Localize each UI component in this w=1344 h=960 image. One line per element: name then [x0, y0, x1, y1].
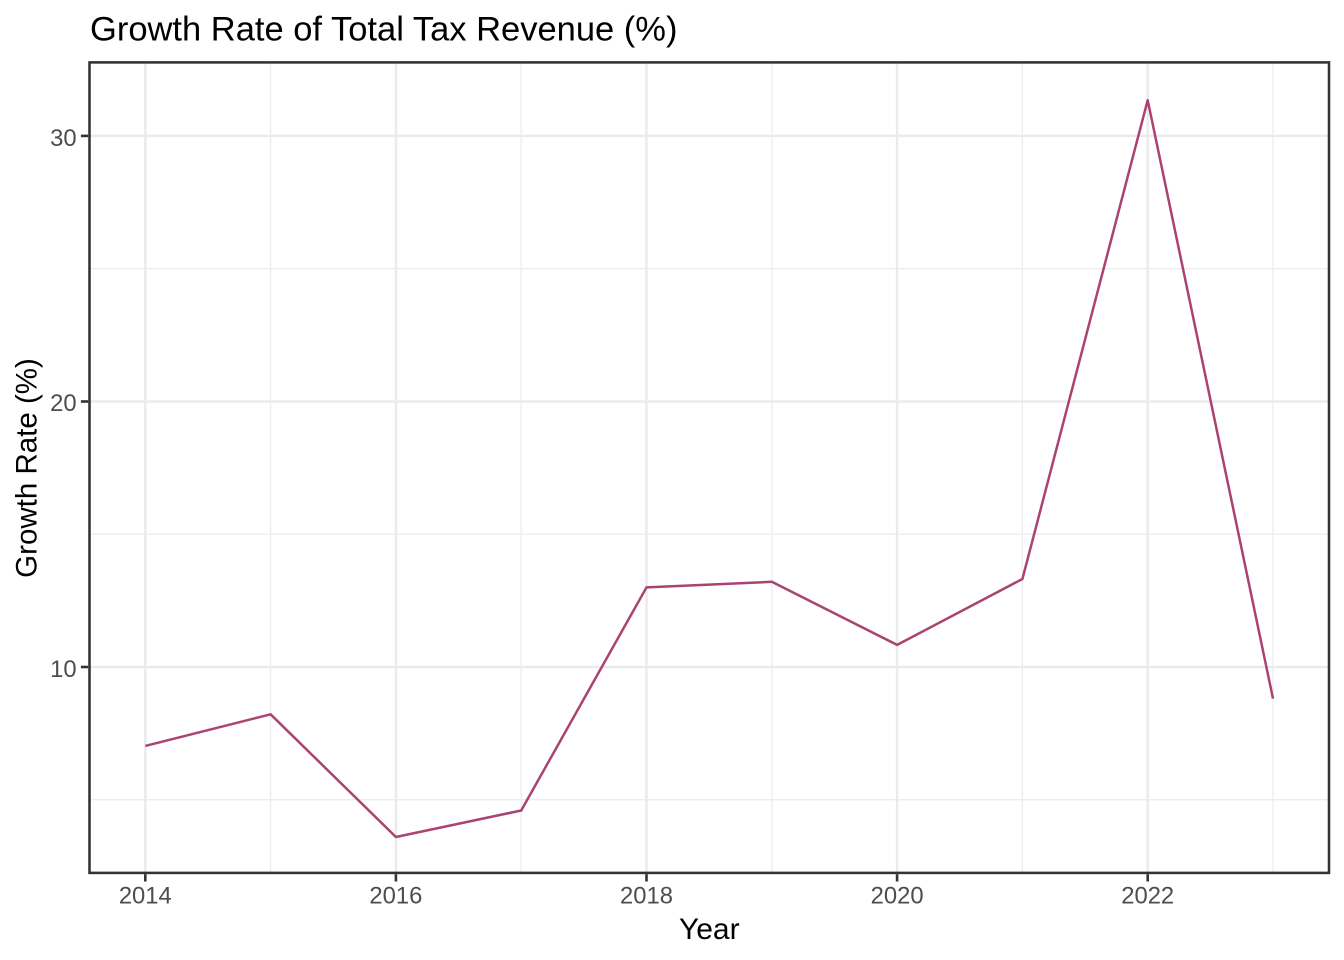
svg-text:30: 30	[50, 125, 76, 152]
svg-text:Year: Year	[679, 913, 740, 946]
svg-text:2020: 2020	[871, 883, 924, 910]
svg-text:20: 20	[50, 390, 76, 417]
svg-text:2018: 2018	[620, 883, 673, 910]
svg-text:Growth Rate of Total Tax Reven: Growth Rate of Total Tax Revenue (%)	[90, 11, 677, 49]
svg-text:10: 10	[50, 656, 76, 683]
svg-text:2014: 2014	[119, 883, 172, 910]
svg-text:2022: 2022	[1121, 883, 1174, 910]
svg-text:Growth Rate (%): Growth Rate (%)	[11, 358, 44, 578]
svg-text:2016: 2016	[369, 883, 422, 910]
